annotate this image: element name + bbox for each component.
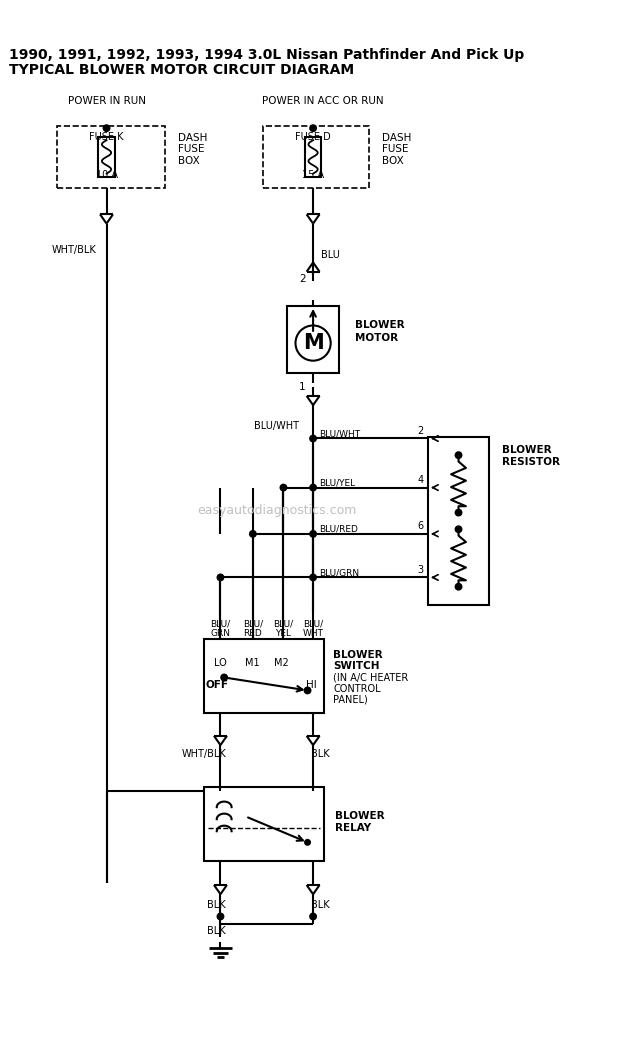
Text: TYPICAL BLOWER MOTOR CIRCUIT DIAGRAM: TYPICAL BLOWER MOTOR CIRCUIT DIAGRAM — [9, 62, 354, 77]
Circle shape — [295, 326, 331, 361]
Text: BLOWER: BLOWER — [336, 811, 385, 822]
Text: 2: 2 — [299, 275, 306, 284]
Text: BLU: BLU — [321, 250, 339, 260]
Bar — [263, 126, 369, 188]
Circle shape — [103, 125, 110, 131]
Text: RELAY: RELAY — [336, 823, 371, 833]
Text: BLU/RED: BLU/RED — [319, 525, 358, 534]
Text: MOTOR: MOTOR — [355, 333, 398, 342]
Text: FUSE: FUSE — [178, 145, 205, 155]
Circle shape — [455, 452, 462, 459]
Text: BOX: BOX — [178, 156, 200, 165]
Bar — [305, 136, 321, 177]
Circle shape — [280, 485, 287, 491]
Bar — [204, 639, 324, 712]
Text: BOX: BOX — [382, 156, 404, 165]
Text: M: M — [303, 333, 323, 353]
Text: 1: 1 — [299, 382, 306, 392]
Circle shape — [310, 574, 316, 580]
Text: BLU/: BLU/ — [243, 619, 263, 628]
Text: YEL: YEL — [276, 628, 292, 638]
Text: BLU/: BLU/ — [210, 619, 231, 628]
Text: M1: M1 — [245, 657, 260, 668]
Text: BLK: BLK — [206, 901, 225, 910]
Text: BLK: BLK — [311, 901, 330, 910]
Text: 6: 6 — [417, 521, 423, 531]
Text: POWER IN RUN: POWER IN RUN — [67, 97, 145, 106]
Circle shape — [310, 125, 316, 131]
Circle shape — [305, 839, 310, 846]
Bar — [428, 437, 489, 605]
Text: CONTROL: CONTROL — [334, 683, 381, 694]
Text: DASH: DASH — [178, 133, 207, 144]
Text: SWITCH: SWITCH — [334, 661, 380, 672]
Bar — [287, 306, 339, 372]
Text: 2: 2 — [417, 426, 423, 436]
Circle shape — [304, 687, 311, 694]
Circle shape — [310, 530, 316, 537]
Text: BLU/: BLU/ — [273, 619, 294, 628]
Text: BLU/GRN: BLU/GRN — [319, 568, 359, 577]
Text: POWER IN ACC OR RUN: POWER IN ACC OR RUN — [261, 97, 383, 106]
Circle shape — [250, 530, 256, 537]
Bar — [57, 126, 165, 188]
Text: 15 A: 15 A — [302, 171, 324, 180]
Bar — [98, 136, 115, 177]
Circle shape — [455, 510, 462, 516]
Text: RED: RED — [243, 628, 262, 638]
Text: FUSE: FUSE — [382, 145, 408, 155]
Circle shape — [310, 913, 316, 919]
Text: M2: M2 — [274, 657, 289, 668]
Text: FUSE K: FUSE K — [89, 131, 124, 141]
Text: BLU/: BLU/ — [303, 619, 323, 628]
Text: DASH: DASH — [382, 133, 411, 144]
Text: 4: 4 — [417, 475, 423, 486]
Text: RESISTOR: RESISTOR — [502, 457, 560, 467]
Text: FUSE D: FUSE D — [295, 131, 331, 141]
Circle shape — [217, 913, 224, 919]
Text: GRN: GRN — [211, 628, 231, 638]
Text: (IN A/C HEATER: (IN A/C HEATER — [334, 673, 408, 682]
Text: LO: LO — [214, 657, 227, 668]
Circle shape — [310, 485, 316, 491]
Text: 3: 3 — [417, 565, 423, 575]
Text: BLU/WHT: BLU/WHT — [319, 430, 360, 438]
Text: BLOWER: BLOWER — [334, 650, 383, 660]
Text: WHT/BLK: WHT/BLK — [52, 244, 96, 255]
Text: HI: HI — [306, 680, 316, 690]
Circle shape — [455, 526, 462, 532]
Text: BLOWER: BLOWER — [355, 320, 404, 331]
Text: BLOWER: BLOWER — [502, 445, 552, 454]
Text: BLK: BLK — [206, 927, 225, 936]
Text: 10 A: 10 A — [96, 171, 117, 180]
Text: PANEL): PANEL) — [334, 695, 368, 705]
Circle shape — [217, 574, 224, 580]
Text: easyautodiagnostics.com: easyautodiagnostics.com — [197, 504, 357, 517]
Circle shape — [310, 436, 316, 442]
Text: WHT: WHT — [303, 628, 324, 638]
Text: BLK: BLK — [311, 750, 330, 759]
Bar — [204, 787, 324, 861]
Text: 1990, 1991, 1992, 1993, 1994 3.0L Nissan Pathfinder And Pick Up: 1990, 1991, 1992, 1993, 1994 3.0L Nissan… — [9, 48, 525, 62]
Circle shape — [455, 583, 462, 590]
Text: WHT/BLK: WHT/BLK — [182, 750, 226, 759]
Text: BLU/WHT: BLU/WHT — [253, 420, 298, 431]
Text: OFF: OFF — [205, 680, 228, 690]
Circle shape — [221, 674, 227, 681]
Text: BLU/YEL: BLU/YEL — [319, 478, 355, 488]
